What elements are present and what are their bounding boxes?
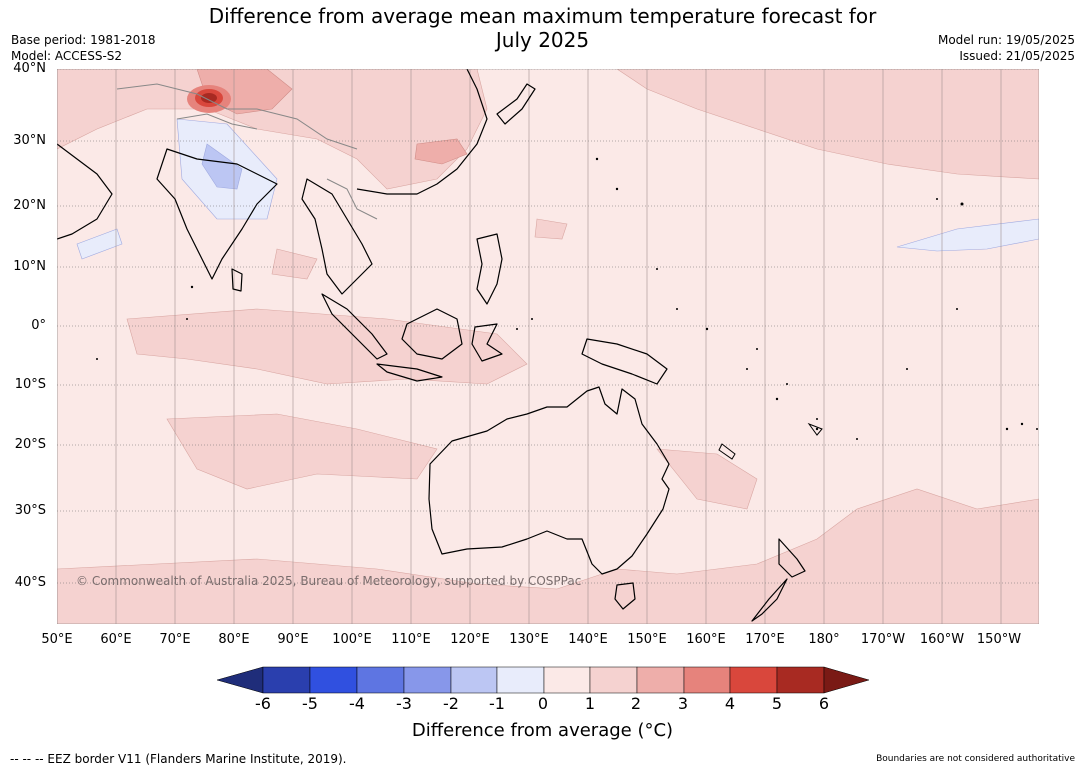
lat-label-20S: 20°S: [14, 437, 46, 452]
coastlines: [57, 69, 806, 622]
sumatra-coast: [321, 293, 388, 360]
philippines-coast: [476, 233, 503, 305]
australia-coast: [428, 386, 670, 575]
pacific-islands: [96, 157, 1038, 440]
tasmania-coast: [614, 582, 636, 610]
issued-date: Issued: 21/05/2025: [959, 49, 1075, 63]
lon-label-110E: 110°E: [391, 632, 431, 647]
borneo-coast: [401, 308, 463, 360]
colorbar-seg-11: [729, 666, 778, 694]
cb-tick-m5: -5: [302, 694, 318, 713]
india-coast: [156, 148, 278, 280]
colorbar-seg-9: [636, 666, 685, 694]
lat-label-30N: 30°N: [13, 133, 46, 148]
colorbar-seg-8: [589, 666, 638, 694]
cb-tick-m6: -6: [255, 694, 271, 713]
lon-label-130E: 130°E: [509, 632, 549, 647]
anomaly-map: [57, 69, 1039, 624]
copyright-notice: © Commonwealth of Australia 2025, Bureau…: [76, 574, 582, 588]
base-period: Base period: 1981-2018: [11, 33, 156, 47]
lon-label-100E: 100°E: [332, 632, 372, 647]
cb-tick-0: 0: [537, 694, 549, 713]
colorbar-seg-13: [823, 666, 869, 694]
title-line-2: July 2025: [495, 28, 590, 52]
fiji: [807, 422, 823, 436]
colorbar-label: Difference from average (°C): [411, 720, 674, 741]
new-zealand-coast: [751, 538, 806, 622]
lat-label-0: 0°: [31, 318, 46, 333]
lon-label-90E: 90°E: [277, 632, 309, 647]
cb-tick-5: 5: [771, 694, 783, 713]
lon-label-170E: 170°E: [745, 632, 785, 647]
colorbar-seg-5: [450, 666, 498, 694]
anomaly-minus: [76, 118, 1039, 260]
lon-label-180: 180°: [808, 632, 840, 647]
cb-tick-4: 4: [724, 694, 736, 713]
sri-lanka-coast: [231, 268, 243, 292]
lon-label-80E: 80°E: [218, 632, 250, 647]
lon-label-50E: 50°E: [41, 632, 73, 647]
model-run: Model run: 19/05/2025: [937, 33, 1075, 47]
colorbar-seg-1: [262, 666, 311, 694]
eez-legend: -- -- -- EEZ border V11 (Flanders Marine…: [10, 752, 347, 766]
lon-label-150W: 150°W: [976, 632, 1022, 647]
colorbar-seg-2: [309, 666, 358, 694]
meta-right: Model run: 19/05/2025 Issued: 21/05/2025: [938, 32, 1075, 64]
new-caledonia: [718, 443, 736, 460]
map-title: Difference from average mean maximum tem…: [0, 4, 1085, 52]
cb-tick-m2: -2: [443, 694, 459, 713]
china-coast: [356, 69, 488, 195]
country-borders: [116, 83, 378, 220]
hotspot-himalaya: [187, 85, 231, 113]
title-line-1: Difference from average mean maximum tem…: [208, 4, 877, 28]
lat-label-20N: 20°N: [13, 198, 46, 213]
lat-label-30S: 30°S: [14, 503, 46, 518]
boundaries-disclaimer: Boundaries are not considered authoritat…: [876, 754, 1075, 764]
colorbar: [217, 666, 869, 694]
meta-left: Base period: 1981-2018 Model: ACCESS-S2: [11, 32, 156, 64]
colorbar-seg-3: [356, 666, 405, 694]
meridians: [57, 69, 1002, 624]
cb-tick-m4: -4: [349, 694, 365, 713]
lon-label-150E: 150°E: [627, 632, 667, 647]
japan-coast: [496, 83, 536, 125]
colorbar-seg-6: [496, 666, 545, 694]
lat-label-40S: 40°S: [14, 575, 46, 590]
lat-label-10S: 10°S: [14, 377, 46, 392]
lon-label-160W: 160°W: [919, 632, 965, 647]
cb-tick-m3: -3: [396, 694, 412, 713]
model-name: Model: ACCESS-S2: [11, 49, 123, 63]
cb-tick-2: 2: [630, 694, 642, 713]
lat-label-10N: 10°N: [13, 259, 46, 274]
indochina-coast: [301, 178, 373, 295]
colorbar-seg-0: [217, 666, 264, 694]
colorbar-seg-12: [776, 666, 825, 694]
anomaly-1-to-2: [57, 69, 1039, 624]
cb-tick-3: 3: [677, 694, 689, 713]
lon-label-140E: 140°E: [568, 632, 608, 647]
colorbar-seg-7: [543, 666, 591, 694]
arabia-coast: [57, 143, 113, 240]
java-coast: [376, 363, 443, 382]
lat-label-40N: 40°N: [13, 61, 46, 76]
lon-label-60E: 60°E: [100, 632, 132, 647]
cb-tick-m1: -1: [489, 694, 505, 713]
cb-tick-1: 1: [584, 694, 596, 713]
lon-label-170W: 170°W: [860, 632, 906, 647]
sulawesi-coast: [471, 323, 503, 362]
new-guinea-coast: [581, 338, 668, 385]
cb-tick-6: 6: [818, 694, 830, 713]
lon-label-160E: 160°E: [686, 632, 726, 647]
lon-label-70E: 70°E: [159, 632, 191, 647]
lon-label-120E: 120°E: [450, 632, 490, 647]
colorbar-seg-10: [683, 666, 731, 694]
colorbar-seg-4: [403, 666, 452, 694]
